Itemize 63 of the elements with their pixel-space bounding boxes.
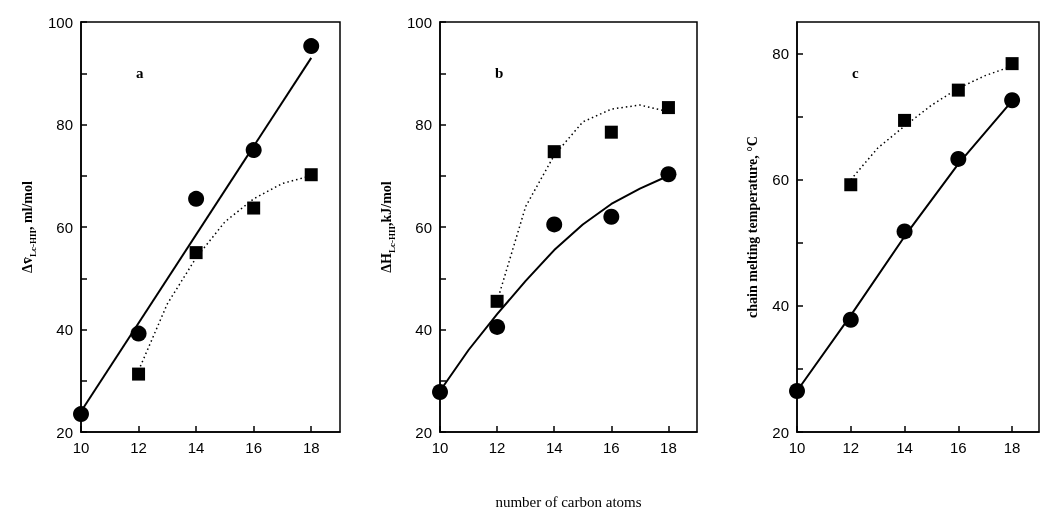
annotation: c <box>852 64 859 81</box>
point <box>245 142 262 159</box>
y-tick-label: 20 <box>415 423 432 441</box>
x-tick-label: 10 <box>72 439 90 456</box>
y-tick-label: 40 <box>56 321 73 338</box>
point <box>130 325 147 342</box>
x-tick-label: 16 <box>245 439 263 456</box>
point <box>489 318 506 335</box>
point <box>1004 92 1021 109</box>
y-axis-title: chain melting temperature, °C <box>744 136 760 318</box>
y-tick-label: 80 <box>415 116 432 133</box>
point <box>490 294 504 308</box>
point <box>1005 57 1019 71</box>
x-tick-label: 12 <box>488 439 506 456</box>
point <box>73 406 89 423</box>
point <box>247 201 261 215</box>
x-tick-label: 18 <box>660 439 677 456</box>
point <box>432 384 448 401</box>
point <box>189 246 203 260</box>
x-tick-label: 12 <box>130 439 147 456</box>
x-tick-label: 14 <box>896 439 913 456</box>
point <box>898 113 912 127</box>
x-tick-label: 10 <box>431 439 449 456</box>
x-tick-label: 16 <box>949 439 967 456</box>
point <box>661 101 675 115</box>
x-tick-label: 18 <box>1003 439 1021 456</box>
y-tick-label: 80 <box>56 116 73 133</box>
y-tick-label: 80 <box>772 45 789 63</box>
point <box>842 311 859 328</box>
point <box>950 150 967 167</box>
y-tick-label: 60 <box>772 171 789 189</box>
point <box>951 83 965 97</box>
point <box>789 383 805 399</box>
y-tick-label: 60 <box>56 218 73 236</box>
y-tick-label: 20 <box>772 423 789 441</box>
point <box>303 38 320 55</box>
point <box>304 168 318 182</box>
x-tick-label: 16 <box>602 439 620 456</box>
point <box>132 367 146 381</box>
point <box>896 223 913 240</box>
point <box>547 145 561 159</box>
x-tick-label: 10 <box>788 439 806 456</box>
x-tick-label: 14 <box>545 439 563 456</box>
y-tick-label: 40 <box>415 321 432 338</box>
x-tick-label: 14 <box>187 439 205 456</box>
x-axis-title: number of carbon atoms <box>495 493 642 510</box>
x-tick-label: 18 <box>302 439 320 456</box>
point <box>603 208 620 225</box>
y-tick-label: 100 <box>47 13 73 31</box>
y-tick-label: 100 <box>406 13 432 31</box>
point <box>844 178 858 192</box>
y-tick-label: 20 <box>56 423 73 441</box>
point <box>604 125 618 139</box>
y-tick-label: 40 <box>772 297 789 315</box>
annotation: b <box>495 64 504 81</box>
y-axis-title: ΔHLc-HII,kJ/mol <box>379 181 397 273</box>
point <box>660 166 677 183</box>
point <box>188 190 205 207</box>
annotation: a <box>136 64 144 81</box>
y-axis-title: Δv̄Lc-HII, ml/mol <box>20 181 38 273</box>
y-tick-label: 60 <box>415 218 432 236</box>
point <box>546 216 563 233</box>
x-tick-label: 12 <box>842 439 860 456</box>
